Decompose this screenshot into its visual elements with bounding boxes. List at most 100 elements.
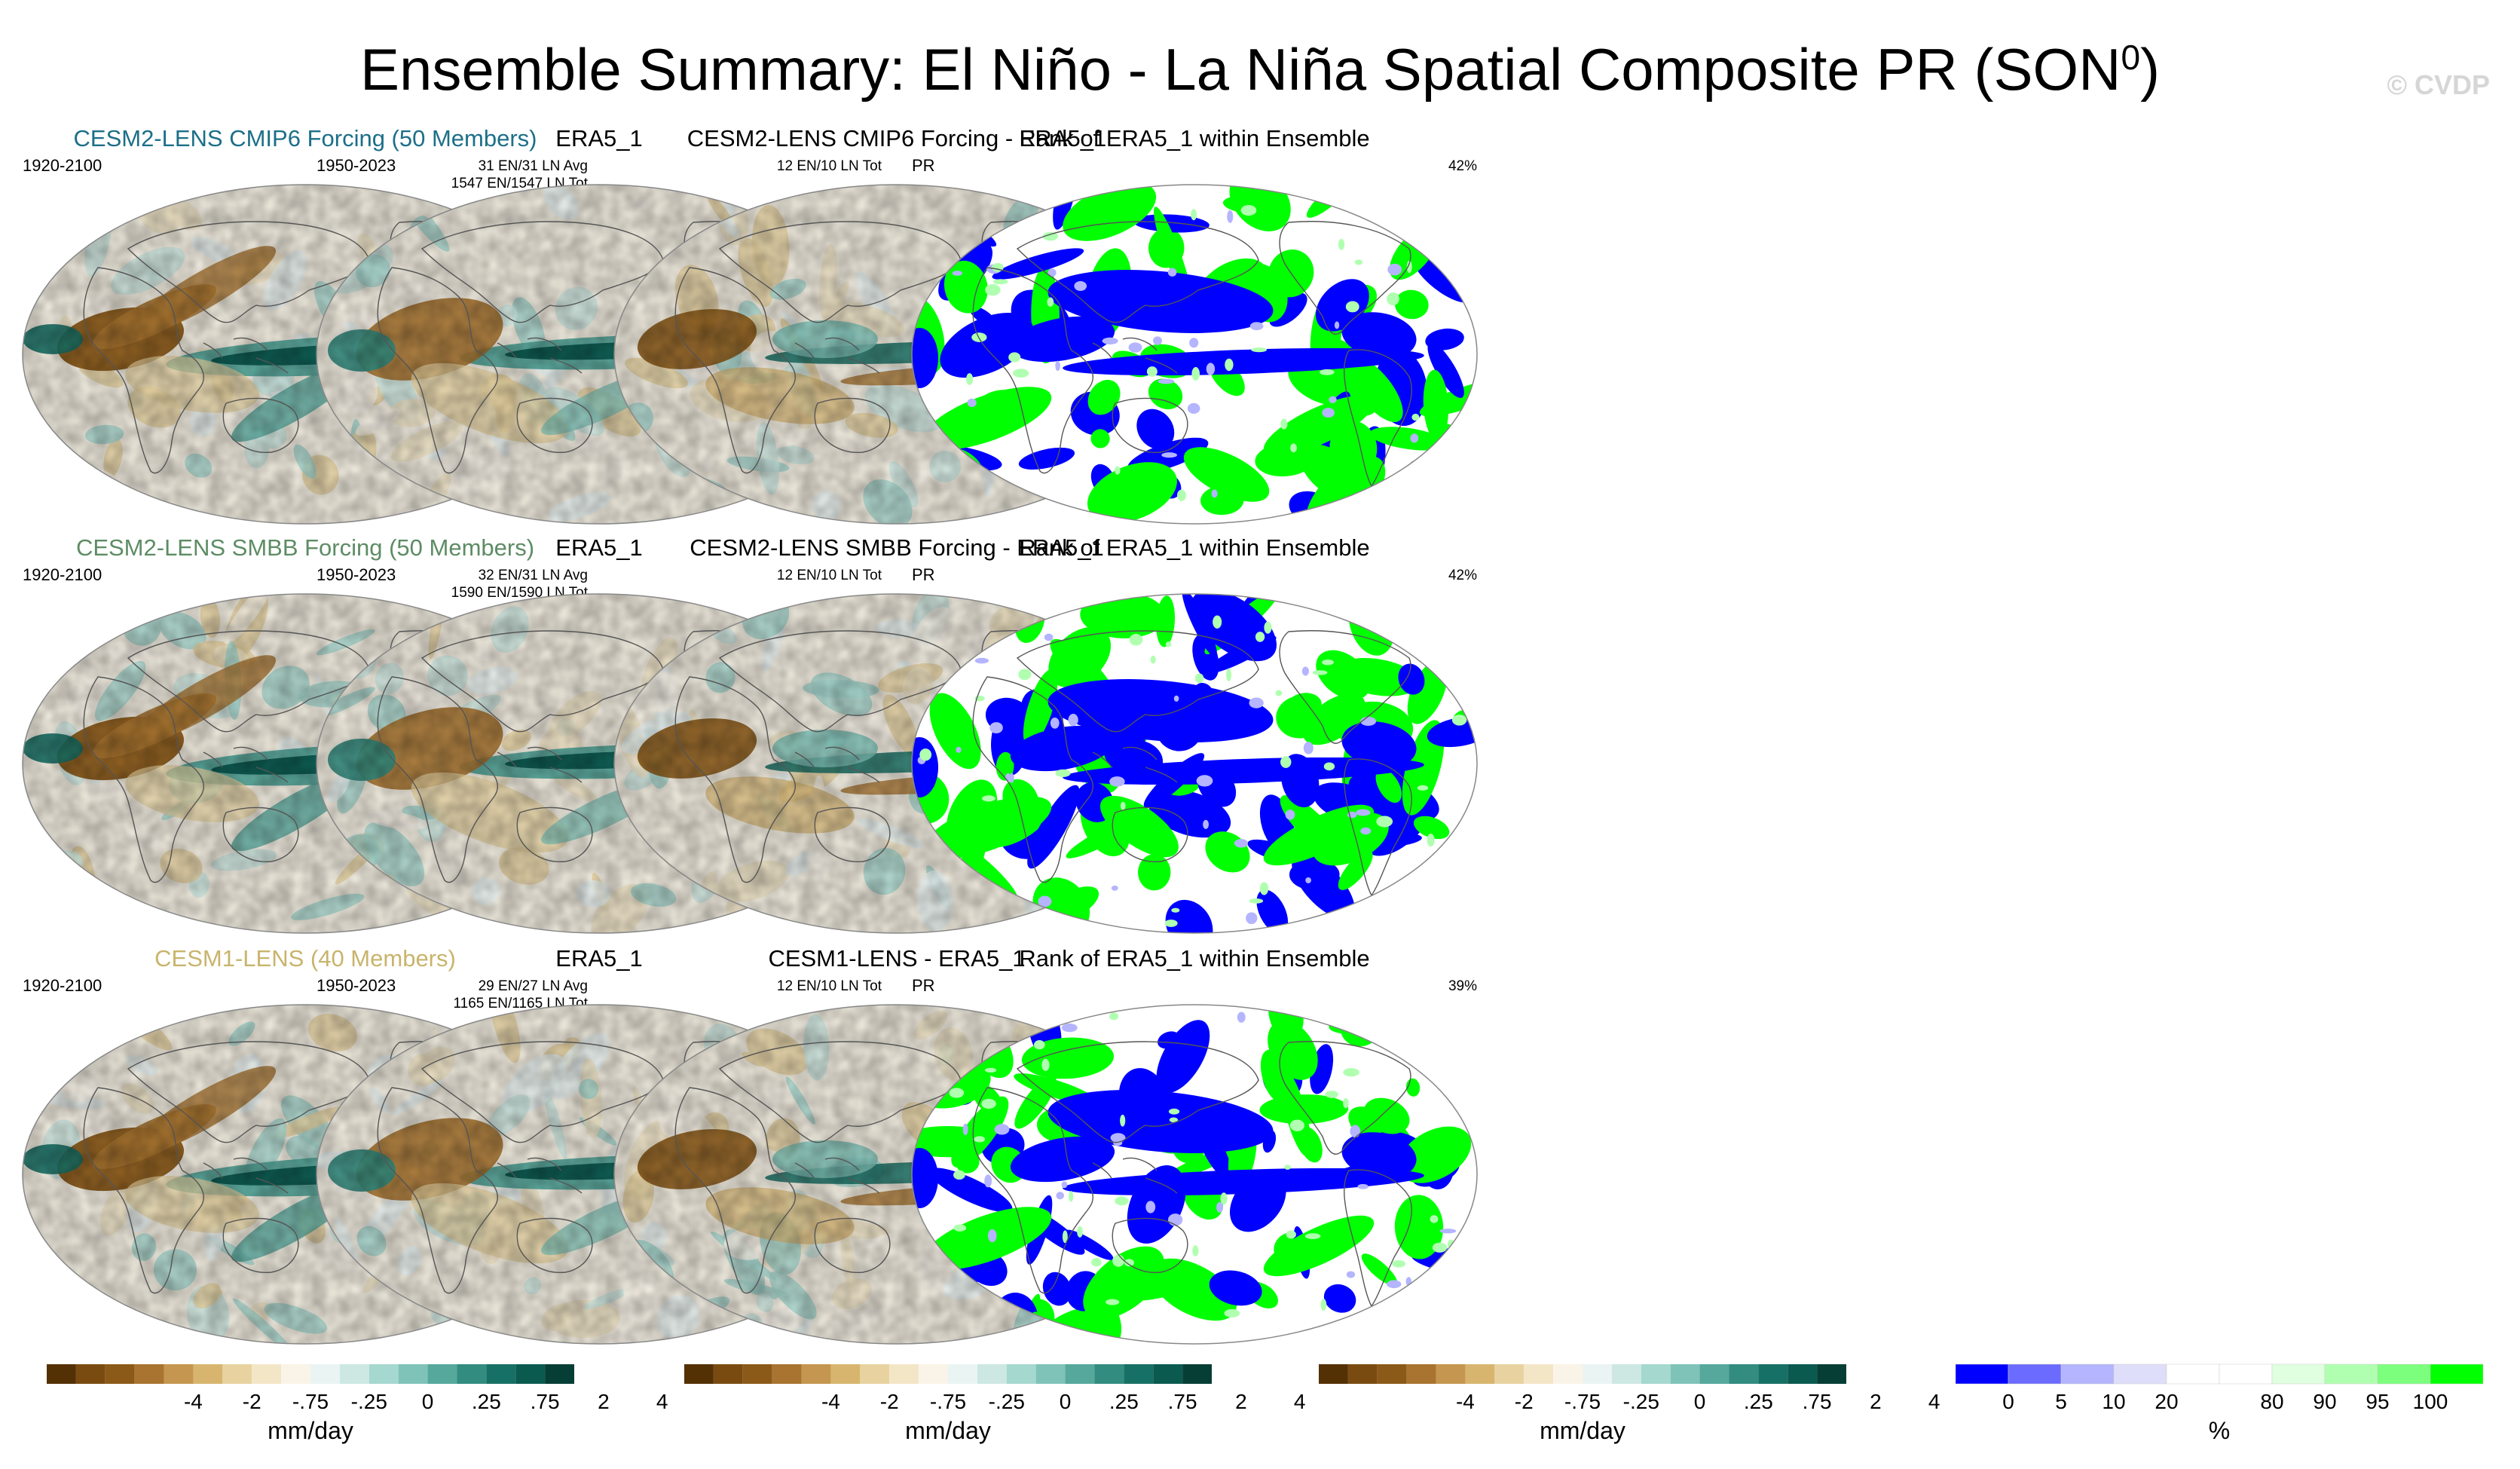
colorbar-swatch <box>2060 1363 2115 1385</box>
colorbar-tick-label: -4 <box>183 1390 203 1413</box>
panel-title: ERA5_1 <box>555 945 643 972</box>
rank-speckle <box>993 896 1002 907</box>
rank-patch <box>1268 1005 1304 1040</box>
panel-title: Rank of ERA5_1 within Ensemble <box>1019 945 1370 972</box>
rank-speckle <box>1206 363 1216 375</box>
rank-speckle <box>1249 322 1264 331</box>
colorbar-swatch <box>830 1364 861 1384</box>
coastline-0 <box>972 676 1093 883</box>
rank-maritime-low <box>1010 725 1115 772</box>
rank-speckle <box>1224 1308 1240 1318</box>
rank-speckle <box>1354 259 1363 265</box>
rank-speckle <box>1259 882 1269 895</box>
colorbar-swatch <box>860 1364 890 1384</box>
rank-south-pacific-high <box>1263 395 1375 457</box>
colorbar-swatch <box>2113 1363 2167 1385</box>
rank-north-pacific-low <box>1047 1090 1274 1153</box>
coastline-3 <box>794 746 880 783</box>
colorbar-tick-label: 2 <box>598 1390 610 1413</box>
rank-map <box>911 1004 1478 1345</box>
colorbar-swatch <box>1955 1363 2009 1385</box>
rank-patch <box>1191 594 1277 662</box>
colorbar-swatch <box>1153 1364 1183 1384</box>
colorbar-swatch <box>193 1364 223 1384</box>
colorbar-swatch <box>1065 1364 1095 1384</box>
map-field <box>912 594 1477 933</box>
colorbar-swatch <box>1319 1364 1348 1384</box>
coastline-1 <box>127 630 370 733</box>
rank-speckle <box>1240 204 1257 216</box>
rank-maritime-low <box>1010 316 1115 363</box>
colorbar-swatch <box>427 1364 457 1384</box>
rank-patch <box>929 693 981 770</box>
colorbar-swatch <box>545 1364 574 1384</box>
rank-speckle <box>924 203 940 210</box>
colorbar-swatch <box>1524 1364 1554 1384</box>
colorbar-swatch <box>1670 1364 1700 1384</box>
coastline-1 <box>421 630 664 733</box>
colorbar-swatch <box>515 1364 546 1384</box>
rank-speckle <box>1432 1242 1448 1253</box>
rank-speckle <box>1360 716 1377 726</box>
rank-speckle <box>1047 297 1054 307</box>
colorbar-swatch <box>369 1364 399 1384</box>
panel-period: 1950-2023 <box>317 156 396 175</box>
rank-speckle <box>1035 503 1042 511</box>
coastline-4 <box>1279 1041 1411 1155</box>
rank-speckle <box>1168 1108 1180 1115</box>
rank-north-pacific-low <box>1047 270 1274 333</box>
rank-patch <box>1361 1253 1398 1287</box>
colorbar-swatch <box>105 1364 135 1384</box>
rank-speckle <box>966 373 974 385</box>
rank-speckle <box>1128 342 1142 353</box>
rank-speckle <box>974 1136 986 1143</box>
colorbar-swatch <box>742 1364 772 1384</box>
cvdp-watermark: © CVDP <box>2387 69 2490 100</box>
colorbar-tick-label: -4 <box>1455 1390 1475 1413</box>
rank-patch <box>1087 379 1121 415</box>
rank-speckle <box>1044 633 1054 641</box>
coastline-6 <box>1420 207 1457 246</box>
rank-speckle <box>1161 452 1178 458</box>
rank-speckle <box>1286 1230 1296 1239</box>
rank-speckle <box>1177 489 1186 501</box>
panel-period: 1920-2100 <box>23 565 102 584</box>
rank-patch <box>934 873 959 933</box>
colorbar-tick-label: .75 <box>1802 1390 1832 1413</box>
colorbar-swatch <box>2430 1363 2484 1385</box>
total-count: 12 EN/10 LN Tot <box>776 568 882 583</box>
coastline-4 <box>1279 630 1411 744</box>
colorbar-unit: mm/day <box>905 1417 991 1444</box>
colorbar-swatch <box>222 1364 252 1384</box>
rank-variable: PR <box>912 565 935 584</box>
rank-speckle <box>1403 614 1418 625</box>
rank-patch <box>912 1005 932 1043</box>
coastline-2 <box>516 1217 593 1273</box>
rank-speckle <box>953 1070 962 1082</box>
rank-patch <box>1289 858 1340 891</box>
coastline-1 <box>127 221 370 323</box>
rank-speckle <box>1249 898 1264 904</box>
rank-patch <box>1183 447 1270 502</box>
rank-speckle <box>1061 1023 1078 1033</box>
rank-patch <box>951 1096 1009 1168</box>
rank-patch <box>1090 429 1110 448</box>
coastline-1 <box>127 1041 370 1143</box>
rank-speckle <box>1304 1233 1321 1240</box>
colorbar-swatch <box>2008 1363 2062 1385</box>
rank-speckle <box>1301 666 1309 676</box>
rank-patch <box>1363 1097 1410 1134</box>
coastline-0 <box>377 1087 498 1294</box>
colorbar-tick-label: -.25 <box>350 1390 387 1413</box>
rank-speckle <box>1109 1012 1119 1021</box>
rank-speckle <box>981 1098 996 1109</box>
panel-title: Rank of ERA5_1 within Ensemble <box>1019 125 1370 151</box>
rank-amazon-low <box>1341 312 1417 359</box>
rank-speckle <box>1436 500 1450 510</box>
coastline-0 <box>972 1087 1093 1294</box>
coastline-1 <box>718 1041 962 1143</box>
rank-speckle <box>1439 867 1455 881</box>
coastline-2 <box>814 806 891 862</box>
panel-event-counts: 12 EN/10 LN Tot <box>777 978 882 995</box>
rank-speckle <box>1320 1299 1327 1311</box>
